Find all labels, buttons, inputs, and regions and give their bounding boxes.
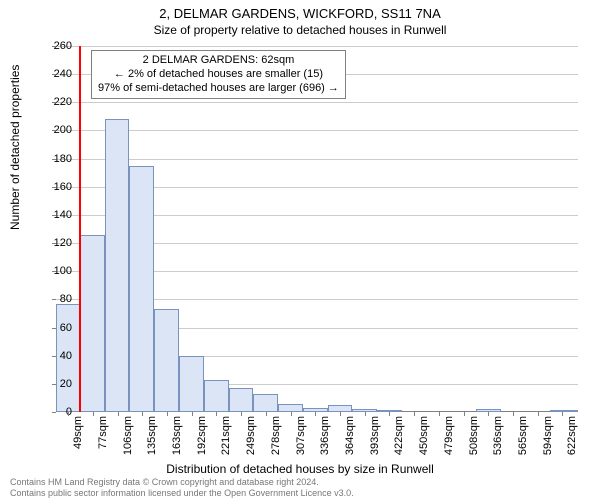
y-tick-label: 240 (42, 68, 72, 80)
y-tick (52, 74, 56, 75)
gridline-h (56, 102, 578, 103)
x-tick-label: 622sqm (566, 416, 578, 455)
y-tick-label: 40 (42, 350, 72, 362)
x-tick-label: 106sqm (122, 416, 134, 455)
histogram-bar (550, 410, 578, 412)
annotation-line: 2 DELMAR GARDENS: 62sqm (98, 54, 339, 68)
histogram-bar (229, 388, 253, 412)
page-subtitle: Size of property relative to detached ho… (0, 21, 600, 37)
y-tick (52, 271, 56, 272)
x-tick (68, 412, 69, 416)
x-tick-label: 594sqm (542, 416, 554, 455)
gridline-h (56, 159, 578, 160)
histogram-bar (204, 380, 229, 412)
y-tick-label: 100 (42, 265, 72, 277)
marker-line (79, 46, 81, 412)
x-tick-label: 479sqm (443, 416, 455, 455)
x-tick (291, 412, 292, 416)
y-tick-label: 160 (42, 181, 72, 193)
y-tick (52, 215, 56, 216)
x-tick-label: 450sqm (418, 416, 430, 455)
x-tick-label: 508sqm (468, 416, 480, 455)
footer-line2: Contains public sector information licen… (10, 488, 354, 498)
x-tick (464, 412, 465, 416)
x-tick (488, 412, 489, 416)
y-tick-label: 220 (42, 96, 72, 108)
x-tick-label: 536sqm (492, 416, 504, 455)
x-tick (93, 412, 94, 416)
x-tick-label: 278sqm (270, 416, 282, 455)
y-tick (52, 412, 56, 413)
y-tick (52, 384, 56, 385)
x-tick-label: 565sqm (517, 416, 529, 455)
histogram-bar (154, 309, 178, 412)
annotation-box: 2 DELMAR GARDENS: 62sqm← 2% of detached … (91, 50, 346, 99)
y-tick-label: 120 (42, 237, 72, 249)
x-tick-label: 307sqm (295, 416, 307, 455)
y-tick (52, 356, 56, 357)
histogram-bar (253, 394, 278, 412)
histogram-bar (328, 405, 352, 412)
gridline-h (56, 130, 578, 131)
y-tick-label: 140 (42, 209, 72, 221)
y-tick (52, 102, 56, 103)
x-tick (340, 412, 341, 416)
x-tick-label: 422sqm (393, 416, 405, 455)
x-tick (439, 412, 440, 416)
x-tick (192, 412, 193, 416)
x-tick (513, 412, 514, 416)
y-tick (52, 328, 56, 329)
x-tick (266, 412, 267, 416)
x-tick-label: 393sqm (369, 416, 381, 455)
x-tick-label: 163sqm (171, 416, 183, 455)
footer-attribution: Contains HM Land Registry data © Crown c… (10, 477, 354, 498)
y-axis-title: Number of detached properties (8, 65, 22, 230)
footer-line1: Contains HM Land Registry data © Crown c… (10, 477, 354, 487)
x-tick (365, 412, 366, 416)
y-tick (52, 187, 56, 188)
x-tick-label: 77sqm (97, 416, 109, 449)
x-tick (538, 412, 539, 416)
page-title: 2, DELMAR GARDENS, WICKFORD, SS11 7NA (0, 0, 600, 21)
y-tick-label: 60 (42, 322, 72, 334)
x-tick (241, 412, 242, 416)
annotation-line: 97% of semi-detached houses are larger (… (98, 82, 339, 96)
x-tick-label: 336sqm (319, 416, 331, 455)
x-tick (216, 412, 217, 416)
chart-plot-area (56, 46, 578, 412)
x-tick (167, 412, 168, 416)
x-tick (315, 412, 316, 416)
x-tick (414, 412, 415, 416)
y-tick-label: 180 (42, 153, 72, 165)
x-tick-label: 249sqm (245, 416, 257, 455)
y-tick (52, 130, 56, 131)
y-tick (52, 299, 56, 300)
y-tick (52, 243, 56, 244)
histogram-bar (80, 235, 105, 412)
y-tick-label: 200 (42, 124, 72, 136)
x-tick-label: 221sqm (220, 416, 232, 455)
histogram-bar (179, 356, 204, 412)
y-tick-label: 80 (42, 293, 72, 305)
x-tick-label: 135sqm (146, 416, 158, 455)
annotation-line: ← 2% of detached houses are smaller (15) (98, 68, 339, 82)
histogram-bar (129, 166, 154, 412)
x-tick-label: 192sqm (196, 416, 208, 455)
histogram-bar (278, 404, 303, 412)
x-axis-title: Distribution of detached houses by size … (0, 462, 600, 476)
y-tick (52, 46, 56, 47)
y-tick-label: 20 (42, 378, 72, 390)
gridline-h (56, 46, 578, 47)
y-tick-label: 260 (42, 40, 72, 52)
histogram-bar (105, 119, 129, 412)
x-tick (142, 412, 143, 416)
x-tick-label: 49sqm (72, 416, 84, 449)
chart-container: 2, DELMAR GARDENS, WICKFORD, SS11 7NA Si… (0, 0, 600, 500)
x-tick-label: 364sqm (344, 416, 356, 455)
x-tick (389, 412, 390, 416)
x-tick (562, 412, 563, 416)
x-tick (118, 412, 119, 416)
y-tick (52, 159, 56, 160)
